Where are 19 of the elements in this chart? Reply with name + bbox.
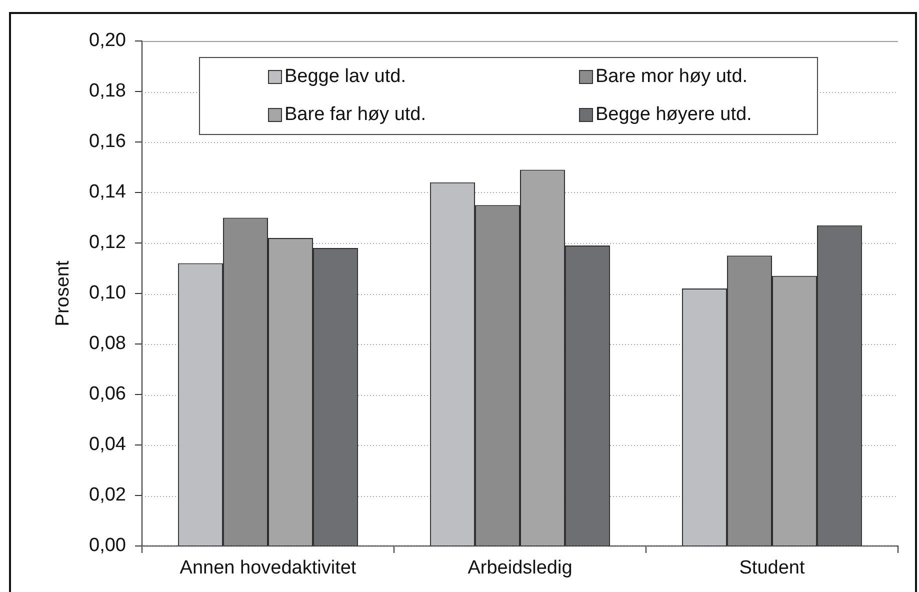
legend-label: Bare mor høy utd.	[596, 66, 748, 88]
y-tick-label: 0,04	[89, 434, 126, 456]
x-tick-label: Arbeidsledig	[468, 558, 572, 579]
y-tick-label: 0,16	[89, 131, 126, 152]
y-tick-label: 0,10	[89, 282, 126, 304]
y-tick-label: 0,18	[89, 80, 126, 102]
y-tick-label: 0,00	[89, 535, 126, 556]
legend-label: Begge lav utd.	[284, 66, 406, 88]
y-tick-label: 0,14	[89, 182, 126, 203]
y-tick-label: 0,20	[89, 30, 126, 52]
y-tick-label: 0,12	[89, 232, 126, 254]
x-tick-label: Annen hovedaktivitet	[180, 558, 357, 579]
y-axis-title: Prosent	[52, 260, 74, 326]
y-tick-label: 0,06	[89, 384, 126, 405]
legend-label: Bare far høy utd.	[284, 104, 426, 126]
x-tick-label: Student	[739, 558, 806, 579]
y-tick-label: 0,02	[89, 484, 126, 506]
legend-label: Begge høyere utd.	[596, 104, 752, 126]
y-tick-label: 0,08	[89, 333, 126, 354]
